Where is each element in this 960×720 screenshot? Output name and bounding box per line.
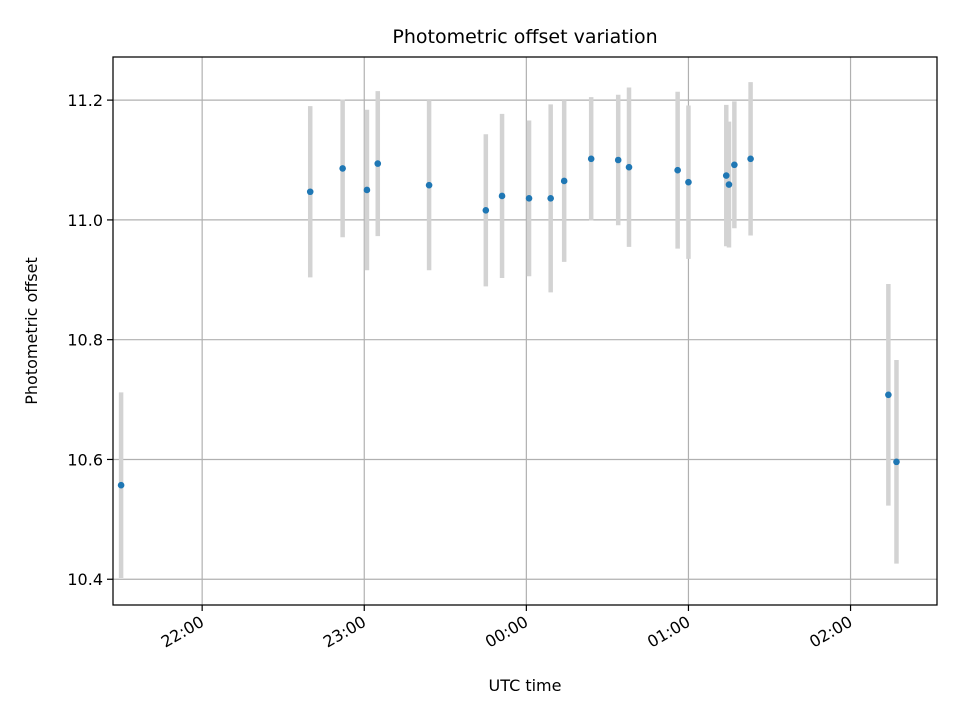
data-point bbox=[587, 155, 595, 163]
data-point bbox=[614, 156, 622, 164]
data-point bbox=[560, 177, 568, 185]
data-point bbox=[525, 195, 533, 202]
data-point bbox=[722, 172, 730, 179]
chart-title: Photometric offset variation bbox=[392, 26, 657, 48]
data-point bbox=[374, 160, 382, 167]
y-tick-label: 10.4 bbox=[67, 570, 103, 589]
y-axis-ticks: 10.4 10.6 10.8 11.0 11.2 bbox=[67, 91, 113, 589]
data-point bbox=[731, 161, 738, 169]
data-point bbox=[306, 188, 314, 196]
y-axis-label: Photometric offset bbox=[22, 257, 41, 405]
data-point bbox=[117, 481, 125, 489]
y-tick-label: 11.2 bbox=[67, 91, 103, 110]
y-tick-label: 11.0 bbox=[67, 211, 103, 230]
data-point bbox=[339, 165, 346, 172]
data-point bbox=[685, 178, 692, 186]
grid-lines bbox=[113, 57, 937, 605]
plot-frame bbox=[112, 56, 938, 606]
data-point bbox=[425, 181, 433, 189]
data-point bbox=[363, 186, 371, 194]
x-axis-label: UTC time bbox=[489, 676, 562, 695]
data-point bbox=[893, 458, 900, 466]
data-point bbox=[674, 166, 681, 174]
data-point bbox=[747, 155, 754, 163]
data-point bbox=[498, 192, 506, 200]
data-point bbox=[547, 195, 554, 202]
y-tick-label: 10.6 bbox=[67, 450, 103, 469]
data-point bbox=[885, 391, 892, 399]
data-point bbox=[482, 207, 490, 214]
data-point bbox=[725, 181, 733, 188]
data-point bbox=[625, 163, 633, 171]
y-tick-label: 10.8 bbox=[67, 331, 103, 350]
data-points bbox=[117, 155, 900, 489]
